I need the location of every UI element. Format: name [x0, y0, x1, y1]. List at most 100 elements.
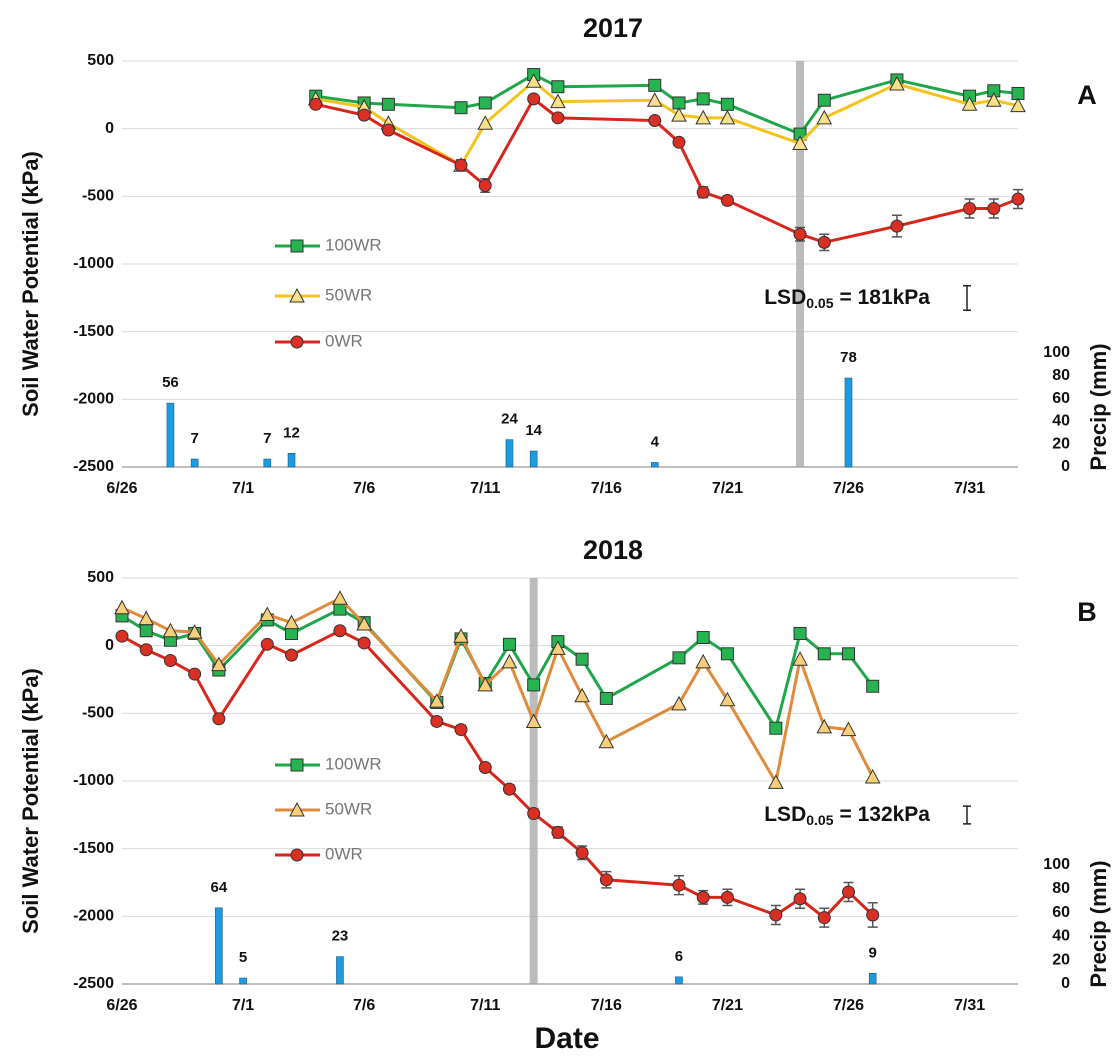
data-point — [283, 614, 300, 630]
precip-label: 5 — [239, 949, 247, 966]
data-point — [550, 640, 566, 655]
highlight-band — [529, 578, 538, 984]
data-point — [961, 96, 978, 111]
data-point — [477, 676, 494, 692]
precip-bar — [336, 956, 344, 985]
y2-tick-label: 0 — [1061, 458, 1070, 475]
data-point — [550, 93, 566, 109]
precip-bar — [868, 972, 877, 985]
data-point — [769, 721, 783, 735]
chart-title: 2018 — [583, 535, 643, 565]
series-line — [121, 607, 874, 732]
data-point — [720, 890, 734, 904]
data-point — [551, 111, 565, 125]
data-point — [332, 590, 348, 605]
data-point — [672, 651, 686, 665]
data-point — [212, 712, 226, 726]
y2-tick-label: 20 — [1052, 435, 1070, 452]
data-point — [285, 626, 299, 640]
data-point — [309, 97, 323, 111]
precip-label: 64 — [211, 879, 228, 896]
data-point — [720, 193, 734, 207]
y2-axis-title: Precip (mm) — [1086, 343, 1111, 470]
y-tick-label: 500 — [87, 569, 114, 586]
lsd-text: LSD0.05 = 181kPa — [764, 286, 930, 311]
data-point — [428, 693, 445, 708]
lsd-bar — [963, 285, 971, 311]
data-point — [478, 179, 492, 193]
data-point — [502, 637, 516, 651]
data-point — [477, 115, 494, 130]
data-point — [381, 123, 395, 137]
data-point — [695, 653, 712, 669]
data-point — [333, 624, 347, 638]
precip-label: 6 — [675, 948, 683, 965]
precip-label: 14 — [525, 422, 542, 439]
data-point — [357, 636, 371, 650]
y2-tick-label: 40 — [1052, 413, 1070, 430]
lsd-value: = 181kPa — [839, 286, 930, 309]
data-point — [840, 721, 857, 737]
precip-bar — [529, 450, 538, 468]
data-point — [575, 846, 589, 860]
data-point — [696, 890, 710, 904]
precip-label: 24 — [501, 411, 518, 428]
data-point — [1010, 97, 1026, 113]
data-point — [889, 75, 905, 91]
legend-label: 50WR — [325, 285, 372, 304]
y2-axis-title: Precip (mm) — [1086, 860, 1111, 987]
x-tick-label: 7/16 — [591, 480, 622, 497]
precip-label: 23 — [332, 928, 349, 945]
y-axis-title: Soil Water Potential (kPa) — [18, 668, 43, 934]
legend-label: 50WR — [325, 799, 372, 818]
data-point — [525, 73, 542, 88]
data-point — [454, 723, 468, 737]
data-point — [454, 101, 468, 115]
y-tick-label: -1500 — [73, 323, 114, 340]
data-point — [163, 654, 177, 668]
y-tick-label: -1500 — [73, 840, 114, 857]
x-tick-label: 7/6 — [353, 480, 375, 497]
data-point — [719, 109, 736, 125]
data-point — [793, 892, 807, 906]
y-axis-title: Soil Water Potential (kPa) — [18, 151, 43, 417]
data-point — [720, 647, 734, 661]
x-tick-label: 7/31 — [954, 480, 985, 497]
data-point — [285, 648, 299, 662]
data-point — [696, 631, 710, 645]
data-point — [817, 235, 831, 249]
data-point — [430, 714, 444, 728]
y-tick-label: 0 — [105, 120, 114, 137]
data-point — [138, 610, 155, 626]
data-point — [551, 80, 565, 94]
legend-marker — [290, 239, 304, 253]
data-point — [115, 629, 129, 643]
legend-marker — [289, 801, 305, 817]
y-tick-label: -2500 — [73, 458, 114, 475]
y-tick-label: -500 — [82, 705, 114, 722]
precip-label: 7 — [190, 430, 198, 447]
data-point — [696, 92, 710, 106]
x-tick-label: 7/16 — [591, 997, 622, 1014]
data-point — [864, 768, 881, 784]
data-point — [719, 691, 736, 707]
data-point — [357, 108, 371, 122]
y-tick-label: 500 — [87, 52, 114, 69]
data-point — [599, 691, 613, 705]
data-point — [963, 202, 977, 216]
data-point — [890, 219, 904, 233]
x-tick-label: 6/26 — [106, 480, 137, 497]
y2-tick-label: 0 — [1061, 975, 1070, 992]
series-line — [315, 72, 1019, 136]
data-point — [841, 885, 855, 899]
precip-label: 78 — [840, 349, 857, 366]
precip-bar — [166, 402, 175, 468]
lsd-bar — [963, 805, 971, 825]
x-tick-label: 7/26 — [833, 480, 864, 497]
y2-tick-label: 20 — [1052, 951, 1070, 968]
precip-label: 12 — [283, 424, 300, 441]
data-point — [186, 624, 203, 639]
data-point — [575, 652, 589, 666]
data-point — [1011, 192, 1025, 206]
precip-bar — [844, 377, 853, 468]
